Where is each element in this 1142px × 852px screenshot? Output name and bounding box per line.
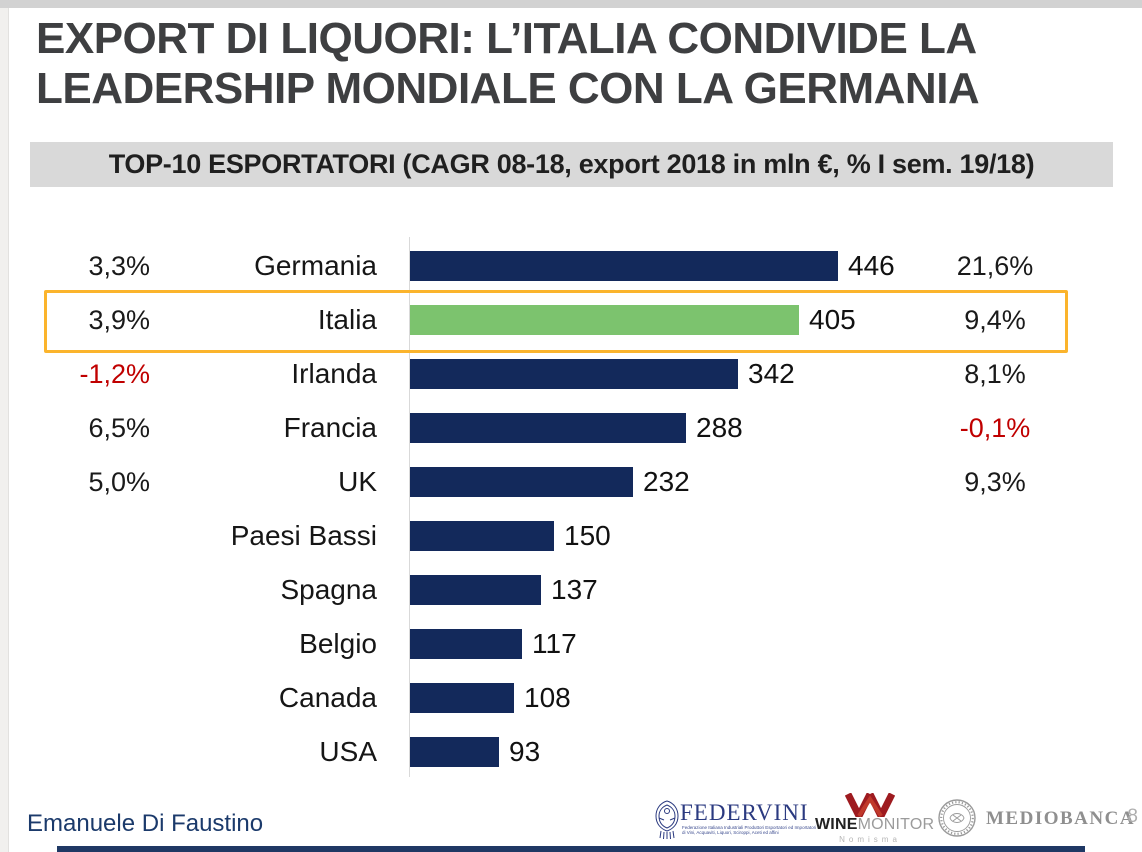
bar-value-label: 137 bbox=[551, 574, 598, 605]
chart-subtitle-bar: TOP-10 ESPORTATORI (CAGR 08-18, export 2… bbox=[30, 142, 1113, 187]
category-label: Paesi Bassi bbox=[230, 520, 377, 551]
bar-usa bbox=[410, 737, 499, 767]
cagr-label bbox=[30, 725, 150, 779]
chart-row: 6,5% Francia 288 -0,1% bbox=[30, 401, 1115, 455]
chart-axis-line bbox=[409, 237, 410, 777]
category-label: UK bbox=[338, 466, 377, 497]
bar-italia bbox=[410, 305, 799, 335]
bar-chart: 3,3% Germania 446 21,6% 3,9% Italia 405 9,4% -1,… bbox=[30, 237, 1115, 781]
sem-pct-label: 9,4% bbox=[964, 305, 1026, 335]
bar-value-label: 232 bbox=[643, 466, 690, 497]
cagr-label: 6,5% bbox=[88, 413, 150, 443]
cagr-label: -1,2% bbox=[79, 359, 150, 389]
slide-top-border bbox=[0, 0, 1142, 8]
sem-pct-label bbox=[920, 671, 1070, 725]
page-number: 8 bbox=[1127, 806, 1138, 827]
bar-spagna bbox=[410, 575, 541, 605]
slide-left-border bbox=[0, 8, 9, 852]
category-label: USA bbox=[319, 736, 377, 767]
cagr-label bbox=[30, 563, 150, 617]
mediobanca-logo: MEDIOBANCA bbox=[936, 797, 1134, 839]
winemonitor-logo: WINEMONITOR Nomisma bbox=[815, 793, 935, 844]
sem-pct-label: -0,1% bbox=[959, 413, 1031, 443]
bar-value-label: 342 bbox=[748, 358, 795, 389]
bar-paesi-bassi bbox=[410, 521, 554, 551]
bar-value-label: 405 bbox=[809, 304, 856, 335]
chart-row: 3,9% Italia 405 9,4% bbox=[30, 293, 1115, 347]
sem-pct-label: 9,3% bbox=[964, 467, 1026, 497]
bar-chart-rows: 3,3% Germania 446 21,6% 3,9% Italia 405 9,4% -1,… bbox=[30, 239, 1115, 779]
bar-value-label: 93 bbox=[509, 736, 541, 767]
chart-row: Belgio 117 bbox=[30, 617, 1115, 671]
slide-title-line1: EXPORT DI LIQUORI: L’ITALIA CONDIVIDE LA bbox=[36, 14, 977, 63]
cagr-label: 3,9% bbox=[88, 305, 150, 335]
cagr-label bbox=[30, 509, 150, 563]
bar-value-label: 288 bbox=[696, 412, 743, 443]
bar-value-label: 150 bbox=[564, 520, 611, 551]
sem-pct-label bbox=[920, 563, 1070, 617]
federvini-tagline: Federazione Italiana Industriali Produtt… bbox=[682, 825, 817, 835]
bar-uk bbox=[410, 467, 633, 497]
chart-row: 3,3% Germania 446 21,6% bbox=[30, 239, 1115, 293]
mediobanca-seal-icon bbox=[938, 799, 976, 837]
winemonitor-subtext: Nomisma bbox=[839, 835, 901, 844]
chart-row: Paesi Bassi 150 bbox=[30, 509, 1115, 563]
bar-francia bbox=[410, 413, 686, 443]
chart-subtitle: TOP-10 ESPORTATORI (CAGR 08-18, export 2… bbox=[108, 149, 1035, 179]
federvini-wordmark: FEDERVINI bbox=[680, 800, 809, 825]
mediobanca-wordmark: MEDIOBANCA bbox=[986, 808, 1136, 829]
author-name: Emanuele Di Faustino bbox=[27, 810, 264, 837]
sem-pct-label bbox=[920, 725, 1070, 779]
chart-row: Canada 108 bbox=[30, 671, 1115, 725]
chart-row: 5,0% UK 232 9,3% bbox=[30, 455, 1115, 509]
federvini-logo: FEDERVINI Federazione Italiana Industria… bbox=[652, 798, 852, 842]
bar-germania bbox=[410, 251, 838, 281]
bar-irlanda bbox=[410, 359, 738, 389]
winemonitor-mark-icon bbox=[845, 793, 895, 817]
bar-value-label: 446 bbox=[848, 250, 895, 281]
category-label: Francia bbox=[283, 412, 377, 443]
bar-canada bbox=[410, 683, 514, 713]
federvini-eagle-icon bbox=[655, 800, 679, 840]
sem-pct-label bbox=[920, 509, 1070, 563]
sem-pct-label: 21,6% bbox=[956, 251, 1034, 281]
slide-title: EXPORT DI LIQUORI: L’ITALIA CONDIVIDE LA… bbox=[36, 14, 1116, 114]
category-label: Canada bbox=[278, 682, 377, 713]
chart-row: -1,2% Irlanda 342 8,1% bbox=[30, 347, 1115, 401]
category-label: Spagna bbox=[280, 574, 377, 605]
sem-pct-label: 8,1% bbox=[964, 359, 1026, 389]
category-label: Germania bbox=[254, 250, 377, 281]
category-label: Italia bbox=[317, 304, 377, 335]
cagr-label bbox=[30, 617, 150, 671]
italia-highlight-box bbox=[44, 290, 1068, 353]
bar-value-label: 117 bbox=[532, 628, 577, 659]
sem-pct-label bbox=[920, 617, 1070, 671]
category-label: Belgio bbox=[299, 628, 377, 659]
winemonitor-wordmark: WINEMONITOR bbox=[815, 816, 935, 833]
chart-row: Spagna 137 bbox=[30, 563, 1115, 617]
cagr-label bbox=[30, 671, 150, 725]
cagr-label: 3,3% bbox=[88, 251, 150, 281]
slide-footer-strip bbox=[57, 846, 1085, 852]
chart-row: USA 93 bbox=[30, 725, 1115, 779]
bar-value-label: 108 bbox=[524, 682, 571, 713]
category-label: Irlanda bbox=[291, 358, 377, 389]
bar-belgio bbox=[410, 629, 522, 659]
slide-title-line2: LEADERSHIP MONDIALE CON LA GERMANIA bbox=[36, 64, 980, 113]
cagr-label: 5,0% bbox=[88, 467, 150, 497]
